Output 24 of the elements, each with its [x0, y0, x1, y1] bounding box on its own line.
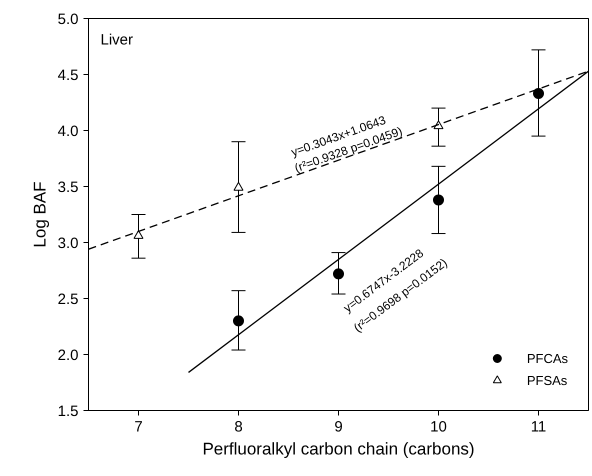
x-tick-label: 7	[134, 418, 143, 436]
x-tick-label: 9	[334, 418, 343, 436]
x-tick-label: 8	[234, 418, 243, 436]
y-tick-label: 2.5	[58, 291, 79, 308]
annotation: Liver	[100, 32, 134, 48]
x-tick-label: 11	[530, 418, 546, 436]
point	[533, 88, 544, 100]
point	[234, 182, 244, 191]
y-tick-label: 2.0	[58, 347, 79, 364]
legend-label: PFCAs	[526, 350, 568, 366]
y-tick-label: 5.0	[58, 11, 79, 28]
y-tick-label: 3.5	[58, 179, 79, 196]
point	[134, 230, 144, 239]
y-tick-label: 3.0	[58, 235, 79, 252]
y-tick-label: 1.5	[58, 403, 79, 420]
point	[433, 194, 444, 206]
point	[333, 268, 344, 280]
point	[233, 315, 244, 326]
legend-label: PFSAs	[526, 372, 568, 388]
y-axis-title: Log BAF	[30, 181, 50, 248]
x-axis-title: Perfluoralkyl carbon chain (carbons)	[202, 440, 475, 458]
y-tick-label: 4.5	[58, 67, 79, 84]
y-tick-label: 4.0	[58, 123, 79, 140]
x-tick-label: 10	[430, 418, 447, 436]
